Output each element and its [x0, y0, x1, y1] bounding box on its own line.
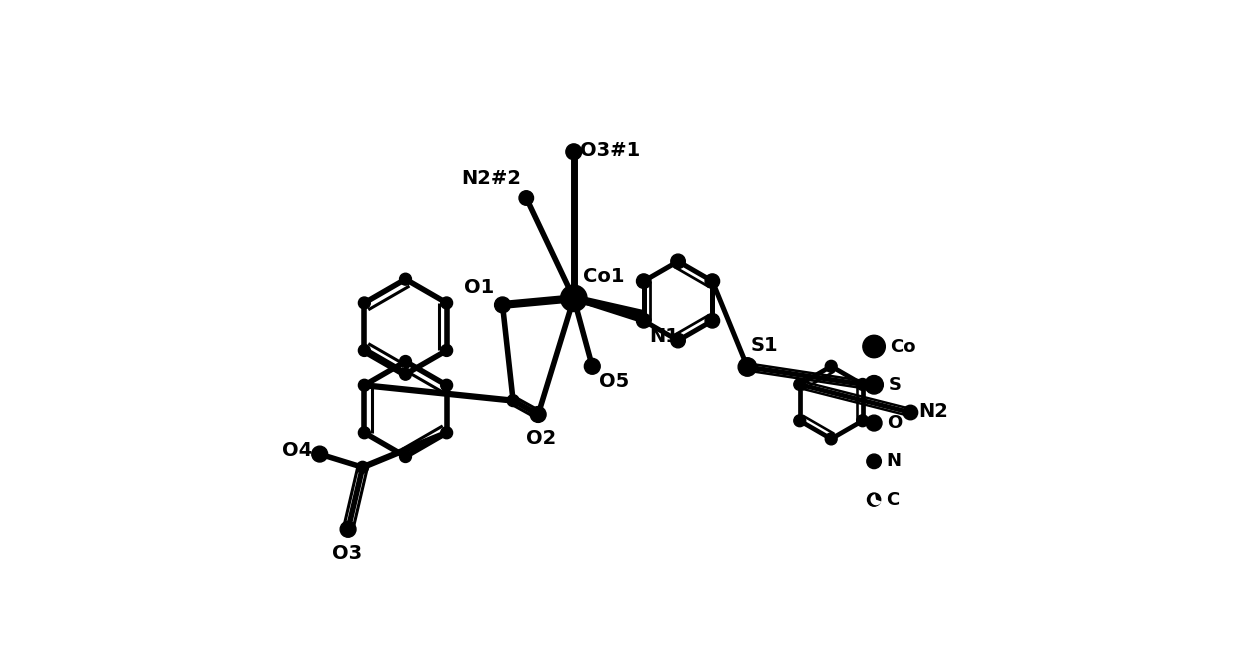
Text: C: C	[885, 490, 899, 509]
Circle shape	[358, 427, 371, 439]
Text: O1: O1	[464, 278, 495, 297]
Circle shape	[794, 414, 806, 427]
Text: O5: O5	[599, 372, 629, 391]
Circle shape	[636, 314, 651, 328]
Circle shape	[495, 297, 511, 313]
Circle shape	[399, 356, 412, 368]
Circle shape	[440, 345, 453, 356]
Circle shape	[864, 376, 883, 394]
Circle shape	[857, 379, 868, 390]
Circle shape	[565, 144, 582, 160]
Text: N2#2: N2#2	[461, 169, 521, 188]
Circle shape	[440, 379, 453, 391]
Circle shape	[560, 285, 587, 312]
Circle shape	[794, 379, 806, 390]
Text: O4: O4	[281, 442, 311, 460]
Text: N: N	[887, 452, 901, 471]
Circle shape	[738, 358, 756, 376]
Circle shape	[867, 454, 882, 469]
Circle shape	[903, 405, 918, 420]
Text: S: S	[889, 376, 901, 394]
Text: O2: O2	[526, 429, 557, 448]
Circle shape	[857, 414, 868, 427]
Circle shape	[507, 395, 520, 407]
Circle shape	[340, 521, 356, 537]
Text: Co: Co	[890, 337, 916, 356]
Circle shape	[671, 254, 686, 269]
Text: O3: O3	[331, 544, 362, 563]
Circle shape	[311, 446, 327, 462]
Circle shape	[399, 273, 412, 285]
Circle shape	[826, 360, 837, 372]
Circle shape	[531, 407, 546, 422]
Circle shape	[520, 191, 533, 205]
Circle shape	[399, 451, 412, 463]
Text: O: O	[888, 414, 903, 432]
Circle shape	[868, 493, 880, 506]
Wedge shape	[870, 494, 882, 505]
Text: Co1: Co1	[583, 267, 625, 286]
Text: O3#1: O3#1	[580, 141, 641, 160]
Circle shape	[867, 415, 882, 431]
Circle shape	[440, 297, 453, 309]
Circle shape	[584, 358, 600, 374]
Circle shape	[826, 433, 837, 445]
Circle shape	[706, 274, 719, 288]
Circle shape	[636, 274, 651, 288]
Circle shape	[399, 368, 412, 380]
Text: S1: S1	[750, 336, 779, 355]
Circle shape	[671, 333, 686, 348]
Text: N1: N1	[649, 327, 680, 347]
Circle shape	[706, 314, 719, 328]
Circle shape	[358, 297, 371, 309]
Circle shape	[863, 335, 885, 358]
Circle shape	[440, 427, 453, 439]
Text: N2: N2	[919, 402, 949, 420]
Circle shape	[358, 379, 371, 391]
Circle shape	[358, 345, 371, 356]
Circle shape	[357, 461, 368, 473]
